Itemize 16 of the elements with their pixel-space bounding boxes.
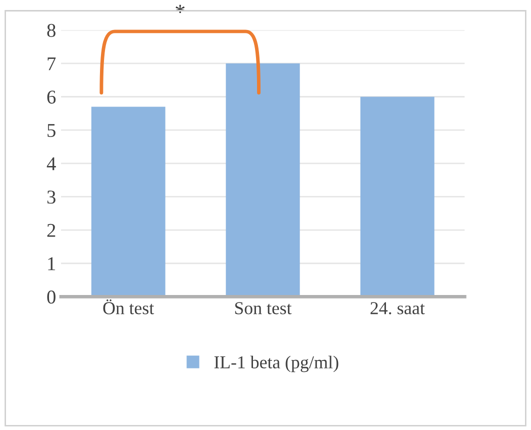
legend-label: IL-1 beta (pg/ml)	[214, 356, 338, 372]
x-tick-label: 24. saat	[370, 302, 425, 314]
y-tick-label: 2	[47, 224, 56, 237]
y-tick-label: 6	[47, 90, 56, 104]
y-tick-label: 7	[48, 57, 56, 70]
x-tick-label: Ön test	[103, 299, 154, 314]
bar	[91, 106, 166, 297]
x-tick-label: Son test	[235, 302, 292, 314]
y-tick-label: 0	[47, 290, 56, 304]
bar	[226, 63, 300, 297]
y-tick-label: 5	[48, 124, 56, 138]
y-tick-label: 3	[47, 190, 56, 204]
y-tick-label: 4	[46, 157, 56, 170]
bar	[360, 96, 434, 297]
y-tick-label: 8	[47, 24, 56, 38]
y-tick-label: 1	[48, 257, 56, 270]
